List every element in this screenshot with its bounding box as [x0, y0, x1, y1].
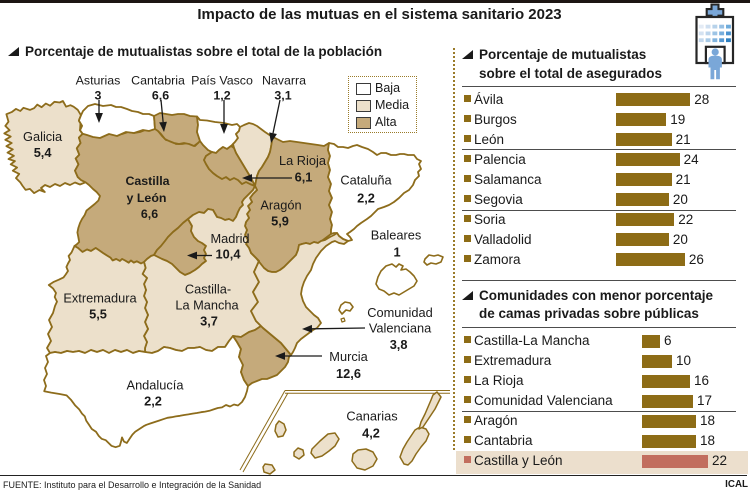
svg-text:Canarias: Canarias [346, 409, 397, 424]
svg-text:4,2: 4,2 [362, 426, 380, 441]
svg-text:Andalucía: Andalucía [127, 378, 185, 393]
svg-text:Extremadura: Extremadura [63, 291, 137, 306]
svg-text:1: 1 [393, 245, 400, 260]
svg-text:5,9: 5,9 [271, 214, 289, 229]
svg-text:Valenciana: Valenciana [369, 321, 432, 336]
svg-text:3: 3 [95, 89, 102, 103]
svg-text:La Mancha: La Mancha [175, 298, 239, 313]
svg-text:La Rioja: La Rioja [279, 153, 327, 168]
svg-text:3,8: 3,8 [390, 337, 408, 352]
svg-text:3,1: 3,1 [274, 89, 291, 103]
svg-text:6,1: 6,1 [295, 170, 313, 185]
svg-text:5,4: 5,4 [34, 145, 53, 160]
svg-text:Asturias: Asturias [76, 74, 121, 88]
svg-text:y León: y León [127, 191, 167, 205]
svg-text:Castilla-: Castilla- [185, 282, 231, 297]
svg-text:Aragón: Aragón [260, 198, 301, 213]
svg-text:Baleares: Baleares [371, 228, 422, 243]
svg-text:Galicia: Galicia [23, 129, 63, 144]
svg-text:Comunidad: Comunidad [367, 305, 432, 320]
svg-text:1,2: 1,2 [213, 89, 230, 103]
svg-text:6,6: 6,6 [152, 89, 169, 103]
svg-text:País Vasco: País Vasco [191, 74, 253, 88]
svg-text:Cataluña: Cataluña [340, 173, 392, 188]
svg-text:Cantabria: Cantabria [131, 74, 185, 88]
svg-text:5,5: 5,5 [89, 307, 107, 322]
svg-text:12,6: 12,6 [336, 366, 361, 381]
svg-text:10,4: 10,4 [216, 247, 242, 262]
svg-text:2,2: 2,2 [144, 394, 162, 409]
svg-text:Navarra: Navarra [262, 74, 306, 88]
svg-text:Castilla: Castilla [125, 174, 169, 188]
svg-text:6,6: 6,6 [141, 207, 158, 221]
svg-text:Madrid: Madrid [210, 231, 249, 246]
svg-text:Murcia: Murcia [329, 349, 368, 364]
svg-text:2,2: 2,2 [357, 191, 375, 206]
svg-text:3,7: 3,7 [200, 314, 218, 329]
